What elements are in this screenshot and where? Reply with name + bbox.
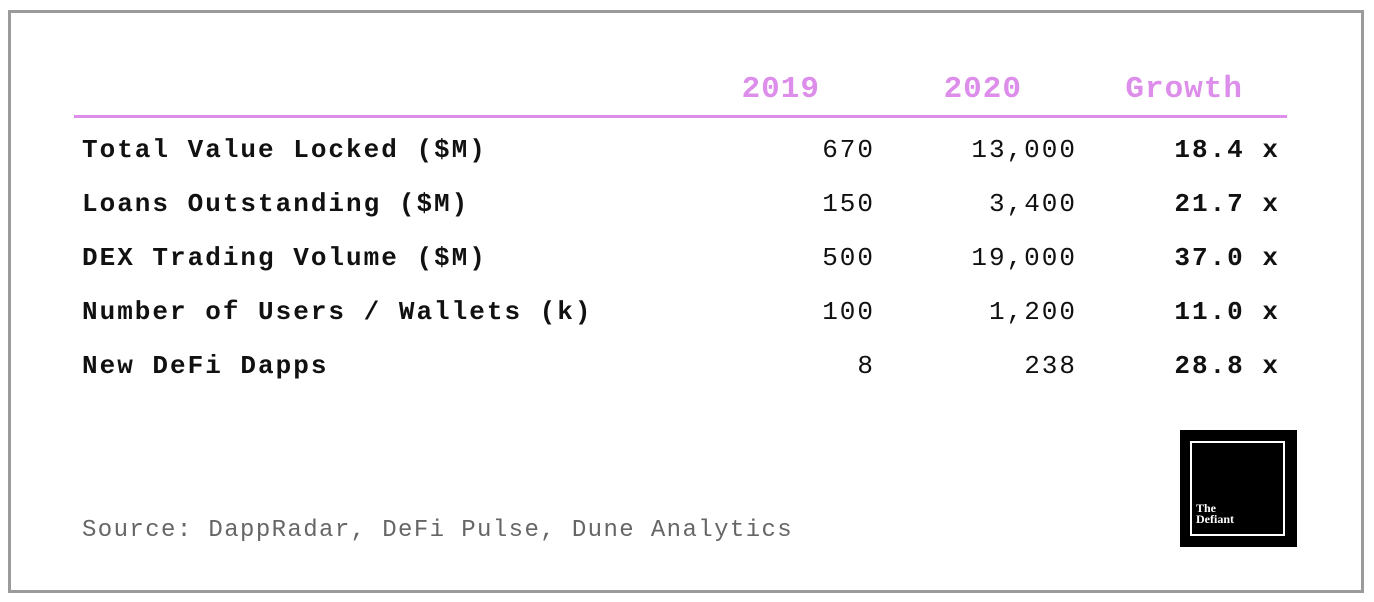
value-cell: 238 [1024,351,1077,381]
row-label: DEX Trading Volume ($M) [82,243,487,273]
logo-line: The [1196,501,1217,515]
logo-frame [1190,441,1285,536]
value-cell: 3,400 [988,189,1077,219]
column-header: 2019 [741,72,820,107]
value-cell: 19,000 [971,243,1077,273]
logo: The Defiant [1180,430,1297,547]
value-cell: 670 [822,135,875,165]
value-cell: 500 [822,243,875,273]
value-cell: 150 [822,189,875,219]
value-cell: 13,000 [971,135,1077,165]
value-cell: 100 [822,297,875,327]
growth-cell: 18.4 x [1174,135,1280,165]
source-note: Source: DappRadar, DeFi Pulse, Dune Anal… [82,517,794,544]
logo-line: Defiant [1196,512,1234,526]
row-label: Loans Outstanding ($M) [82,189,470,219]
row-label: Total Value Locked ($M) [82,135,487,165]
frame [8,10,1364,593]
growth-cell: 11.0 x [1174,297,1280,327]
column-header: Growth [1125,72,1243,107]
row-label: New DeFi Dapps [82,351,329,381]
row-label: Number of Users / Wallets (k) [82,297,593,327]
growth-cell: 37.0 x [1174,243,1280,273]
value-cell: 8 [857,351,875,381]
logo-text: The Defiant [1196,501,1234,526]
column-header: 2020 [943,72,1022,107]
header-rule [74,115,1287,118]
growth-cell: 28.8 x [1174,351,1280,381]
value-cell: 1,200 [988,297,1077,327]
growth-cell: 21.7 x [1174,189,1280,219]
